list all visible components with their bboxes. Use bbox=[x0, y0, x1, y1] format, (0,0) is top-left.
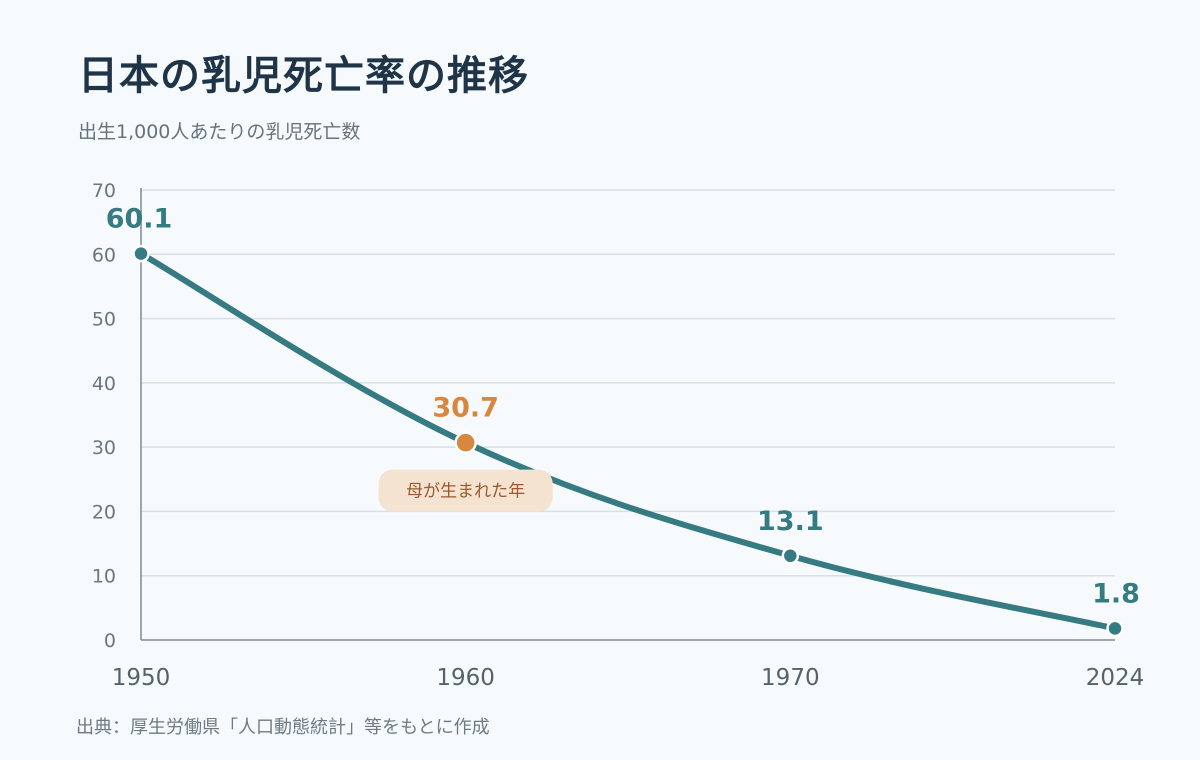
data-point bbox=[132, 244, 150, 263]
y-tick-label: 50 bbox=[92, 309, 116, 331]
annotation-badge bbox=[378, 469, 553, 512]
series-line bbox=[138, 250, 1118, 632]
annotation-label: 母が生まれた年 bbox=[406, 482, 525, 502]
data-label: 30.7 bbox=[432, 393, 499, 424]
chart-subtitle: 出生1,000人あたりの乳児死亡数 bbox=[78, 121, 361, 143]
y-tick-label: 30 bbox=[92, 437, 116, 459]
data-point bbox=[781, 547, 800, 565]
chart-title: 日本の乳児死亡率の推移 bbox=[78, 53, 529, 99]
y-tick-label: 20 bbox=[92, 501, 116, 523]
x-tick-label: 2024 bbox=[1086, 665, 1145, 691]
x-tick-label: 1970 bbox=[761, 665, 820, 691]
y-tick-label: 10 bbox=[92, 566, 116, 588]
data-label: 60.1 bbox=[106, 204, 173, 235]
data-point bbox=[1106, 619, 1124, 638]
data-label: 1.8 bbox=[1092, 578, 1140, 609]
y-tick-label: 60 bbox=[92, 244, 116, 266]
x-tick-label: 1960 bbox=[436, 665, 495, 691]
y-tick-label: 70 bbox=[92, 180, 116, 202]
x-tick-label: 1950 bbox=[112, 665, 171, 691]
data-point bbox=[454, 431, 477, 454]
y-tick-label: 0 bbox=[104, 630, 116, 652]
data-label: 13.1 bbox=[757, 506, 824, 537]
source-note: 出典：厚生労働県「人口動態統計」等をもとに作成 bbox=[76, 717, 490, 738]
y-tick-label: 40 bbox=[92, 373, 116, 395]
